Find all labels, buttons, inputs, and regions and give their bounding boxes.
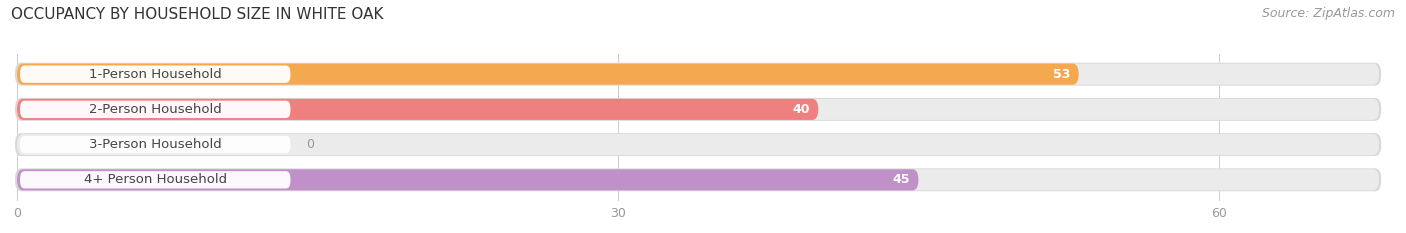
- Text: 45: 45: [893, 173, 911, 186]
- Text: 4+ Person Household: 4+ Person Household: [84, 173, 226, 186]
- Text: 53: 53: [1053, 68, 1070, 81]
- FancyBboxPatch shape: [15, 98, 1381, 121]
- FancyBboxPatch shape: [17, 99, 1379, 120]
- FancyBboxPatch shape: [15, 63, 1381, 86]
- FancyBboxPatch shape: [20, 65, 291, 83]
- Text: 1-Person Household: 1-Person Household: [89, 68, 222, 81]
- FancyBboxPatch shape: [20, 136, 291, 153]
- FancyBboxPatch shape: [17, 99, 818, 120]
- Text: 0: 0: [307, 138, 315, 151]
- FancyBboxPatch shape: [17, 64, 1379, 85]
- FancyBboxPatch shape: [17, 134, 1379, 155]
- Text: Source: ZipAtlas.com: Source: ZipAtlas.com: [1261, 7, 1395, 20]
- Text: OCCUPANCY BY HOUSEHOLD SIZE IN WHITE OAK: OCCUPANCY BY HOUSEHOLD SIZE IN WHITE OAK: [11, 7, 384, 22]
- FancyBboxPatch shape: [15, 168, 1381, 191]
- FancyBboxPatch shape: [20, 171, 291, 188]
- Text: 2-Person Household: 2-Person Household: [89, 103, 222, 116]
- Text: 3-Person Household: 3-Person Household: [89, 138, 222, 151]
- FancyBboxPatch shape: [17, 169, 918, 190]
- FancyBboxPatch shape: [17, 169, 1379, 190]
- FancyBboxPatch shape: [17, 64, 1078, 85]
- FancyBboxPatch shape: [20, 101, 291, 118]
- FancyBboxPatch shape: [15, 133, 1381, 156]
- Text: 40: 40: [793, 103, 810, 116]
